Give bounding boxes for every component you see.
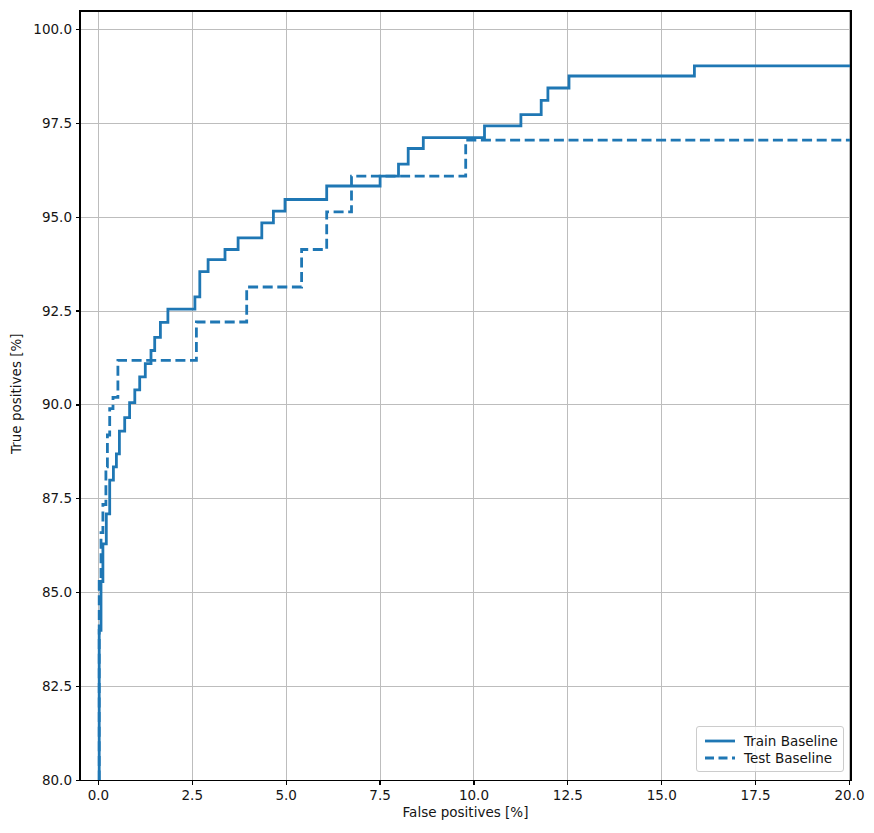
y-tick-label: 80.0 — [42, 772, 72, 788]
legend-label-train: Train Baseline — [744, 733, 838, 749]
x-tick-label: 2.5 — [182, 787, 203, 803]
test-baseline-curve — [99, 140, 851, 780]
y-tick-label: 97.5 — [42, 115, 72, 131]
y-tick-label: 90.0 — [42, 396, 72, 412]
legend-label-test: Test Baseline — [744, 750, 832, 766]
x-tick-label: 0.0 — [88, 787, 109, 803]
plot-border — [80, 11, 851, 781]
y-tick-label: 92.5 — [42, 303, 72, 319]
x-tick-label: 10.0 — [459, 787, 489, 803]
y-tick-label: 82.5 — [42, 678, 72, 694]
y-tick-label: 85.0 — [42, 584, 72, 600]
train-line-sample — [705, 739, 735, 743]
legend: Train Baseline Test Baseline — [696, 726, 844, 772]
test-line-sample — [705, 756, 735, 760]
chart-canvas: 0.0 2.5 5.0 7.5 10.0 12.5 15.0 17.5 20.0 80.0 82.5… — [0, 0, 874, 833]
train-baseline-curve — [99, 66, 851, 781]
x-tick-label: 20.0 — [834, 787, 864, 803]
x-axis-label: False positives [%] — [80, 804, 851, 820]
y-tick-label: 87.5 — [42, 490, 72, 506]
x-tick-label: 15.0 — [647, 787, 677, 803]
roc-chart-figure: 0.0 2.5 5.0 7.5 10.0 12.5 15.0 17.5 20.0 80.0 82.5… — [0, 0, 874, 833]
y-tick-label: 95.0 — [42, 209, 72, 225]
legend-item-test: Test Baseline — [705, 750, 835, 768]
legend-item-train: Train Baseline — [705, 732, 835, 750]
x-tick-label: 7.5 — [369, 787, 390, 803]
y-axis-label: True positives [%] — [8, 333, 24, 454]
x-tick-label: 12.5 — [553, 787, 583, 803]
y-tick-label: 100.0 — [33, 21, 72, 37]
x-tick-label: 17.5 — [741, 787, 771, 803]
x-tick-label: 5.0 — [275, 787, 296, 803]
